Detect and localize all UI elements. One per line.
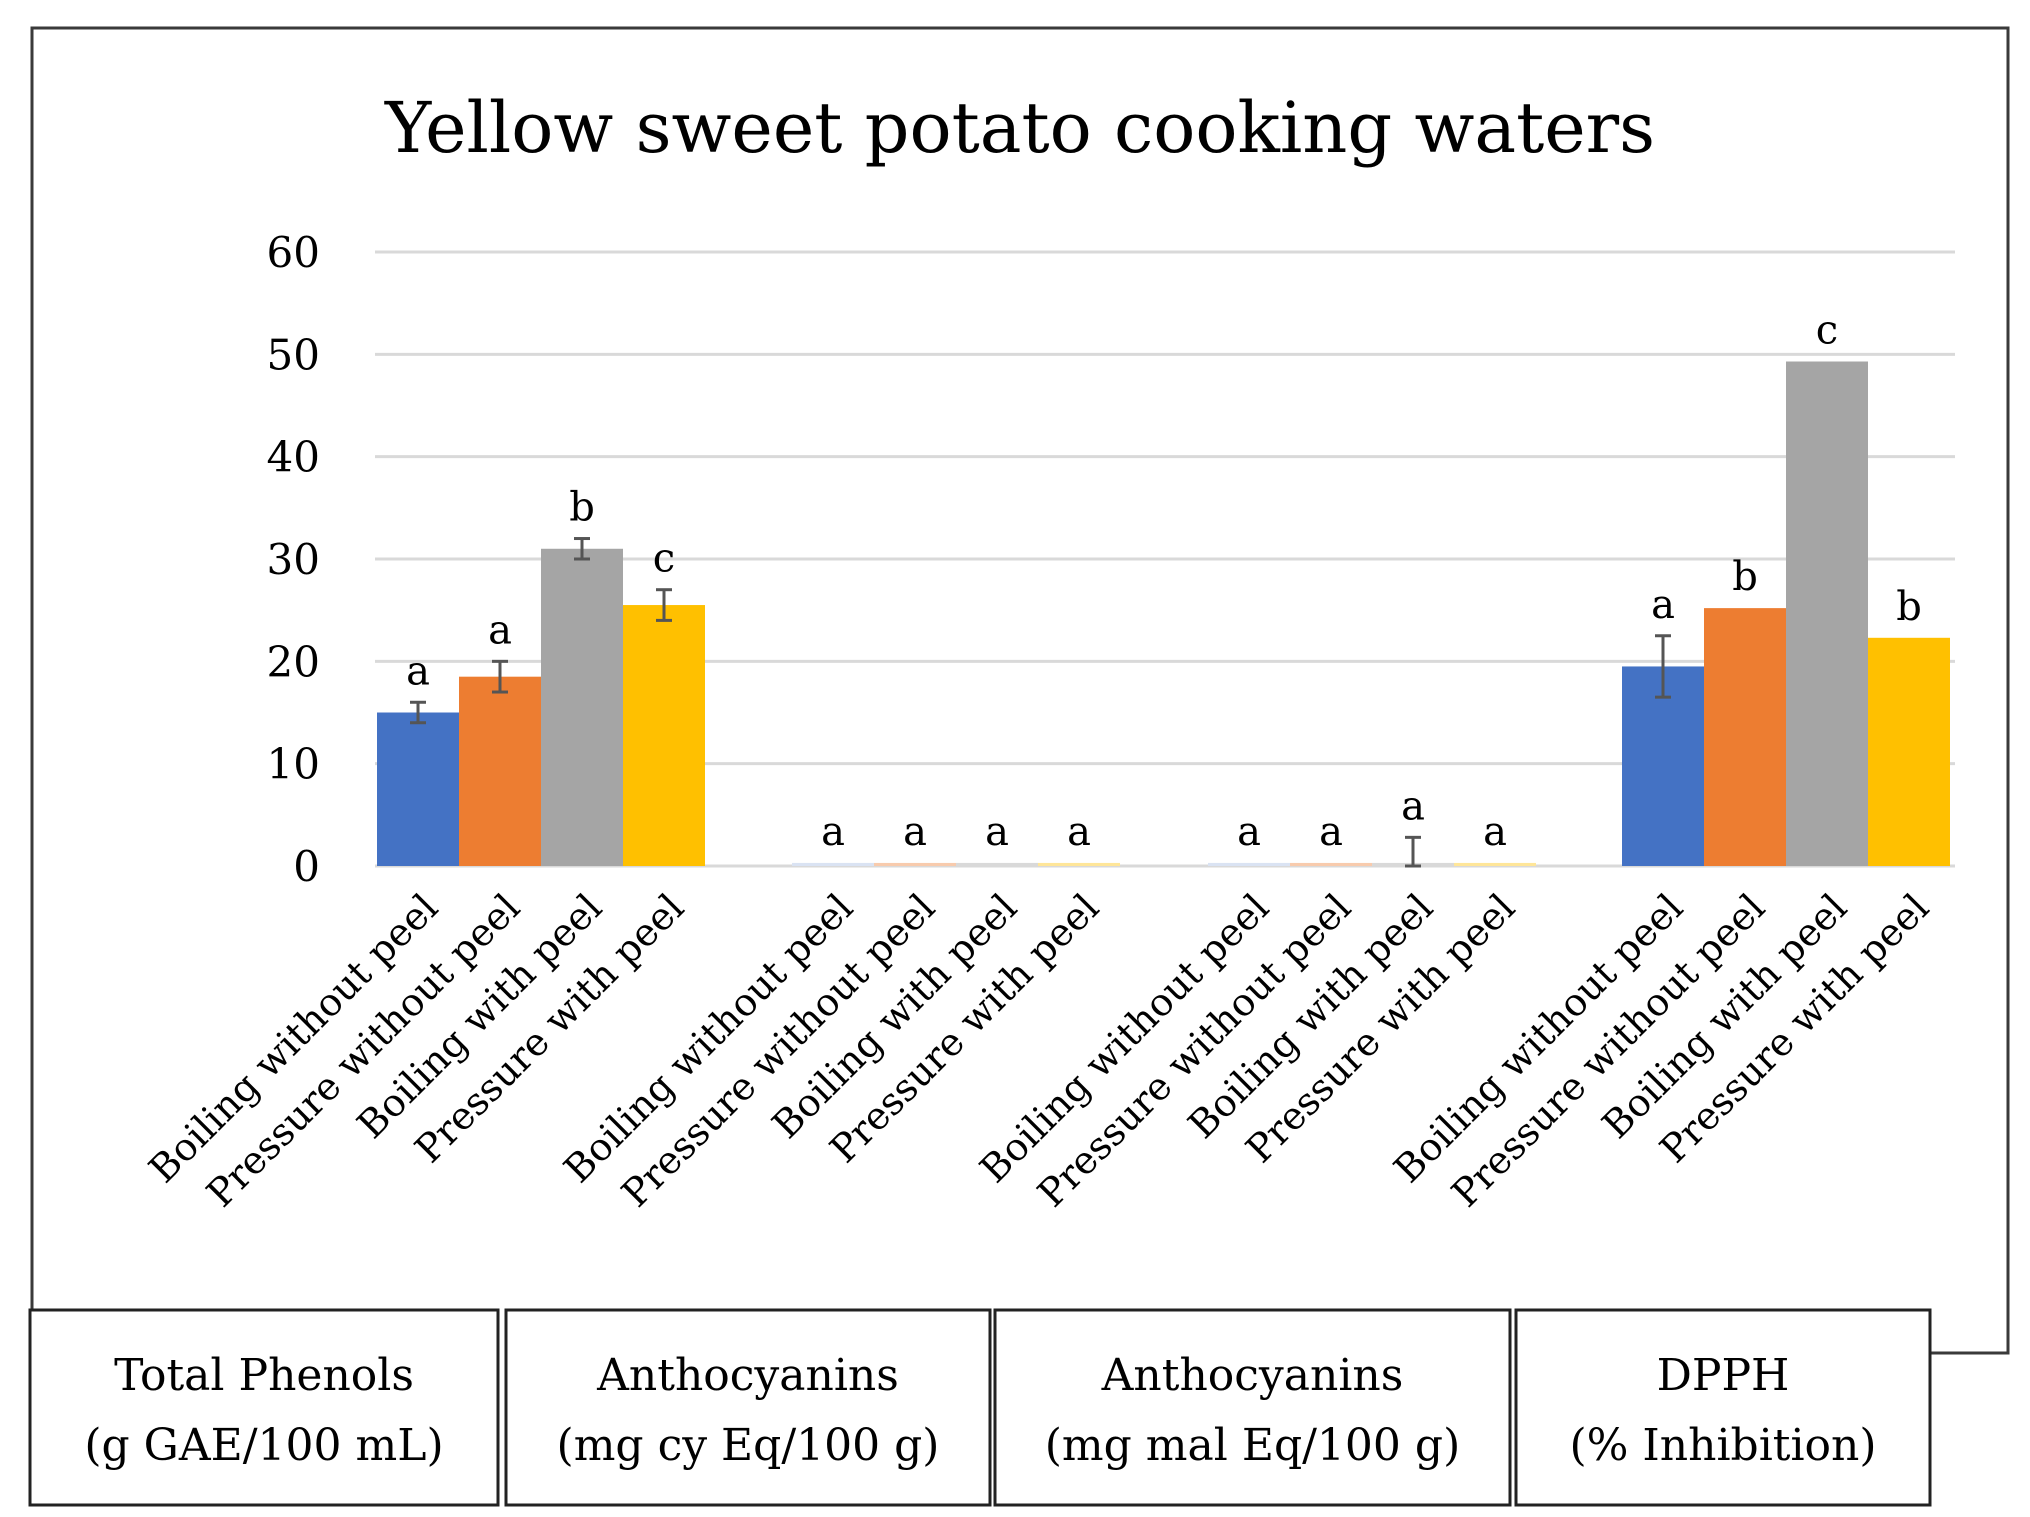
y-tick-label: 40 (267, 433, 320, 482)
significance-letter: a (985, 809, 1009, 855)
chart-frame (30, 26, 2010, 1355)
significance-letter: b (1732, 554, 1758, 600)
significance-letter: c (1816, 307, 1838, 353)
group-label-box (993, 1308, 1512, 1507)
bar (541, 548, 623, 866)
significance-letter: b (569, 485, 595, 531)
significance-letter: a (488, 607, 512, 653)
bar (874, 862, 956, 866)
significance-letter: a (1319, 809, 1343, 855)
group-label-line2: (% Inhibition) (1569, 1420, 1876, 1471)
group-label-line2: (g GAE/100 mL) (84, 1420, 443, 1471)
group-label-box (1514, 1308, 1932, 1507)
y-tick-label: 10 (267, 740, 320, 789)
bar (956, 862, 1038, 866)
bar (1038, 862, 1120, 866)
y-axis-ticks: 0 10 20 30 40 50 60 (267, 228, 320, 891)
y-tick-label: 50 (267, 330, 320, 379)
significance-letter: a (1483, 809, 1507, 855)
group-label-line1: Anthocyanins (596, 1350, 899, 1401)
bar (377, 712, 459, 866)
group-label-boxes: Total Phenols (g GAE/100 mL) Anthocyanins (… (28, 1308, 1932, 1507)
group-label-line1: DPPH (1657, 1350, 1790, 1401)
bars: a a b c a a a a a a a a a b c b (377, 307, 1950, 868)
significance-letter: a (1067, 809, 1091, 855)
significance-letter: b (1896, 584, 1922, 630)
y-tick-label: 60 (267, 228, 320, 277)
bar (1868, 637, 1950, 866)
bar (459, 676, 541, 866)
significance-letter: c (653, 536, 675, 582)
y-tick-label: 30 (267, 535, 320, 584)
y-tick-label: 0 (293, 842, 320, 891)
bar (623, 605, 705, 866)
group-label-line1: Anthocyanins (1101, 1350, 1404, 1401)
significance-letter: a (1401, 783, 1425, 829)
bar (1622, 666, 1704, 866)
bar (1704, 608, 1786, 866)
group-label-line2: (mg mal Eq/100 g) (1045, 1420, 1460, 1471)
significance-letter: a (821, 809, 845, 855)
bar (1786, 361, 1868, 866)
group-label-box (504, 1308, 992, 1507)
significance-letter: a (903, 809, 927, 855)
group-label-box (28, 1308, 500, 1507)
y-tick-label: 20 (267, 637, 320, 686)
significance-letter: a (406, 648, 430, 694)
significance-letter: a (1651, 582, 1675, 628)
bar (1208, 862, 1290, 866)
bar (1454, 862, 1536, 866)
bar (1290, 862, 1372, 866)
group-label-line1: Total Phenols (114, 1350, 414, 1401)
bar (792, 862, 874, 866)
significance-letter: a (1237, 809, 1261, 855)
group-label-line2: (mg cy Eq/100 g) (557, 1420, 940, 1471)
chart-title: Yellow sweet potato cooking waters (384, 87, 1655, 169)
